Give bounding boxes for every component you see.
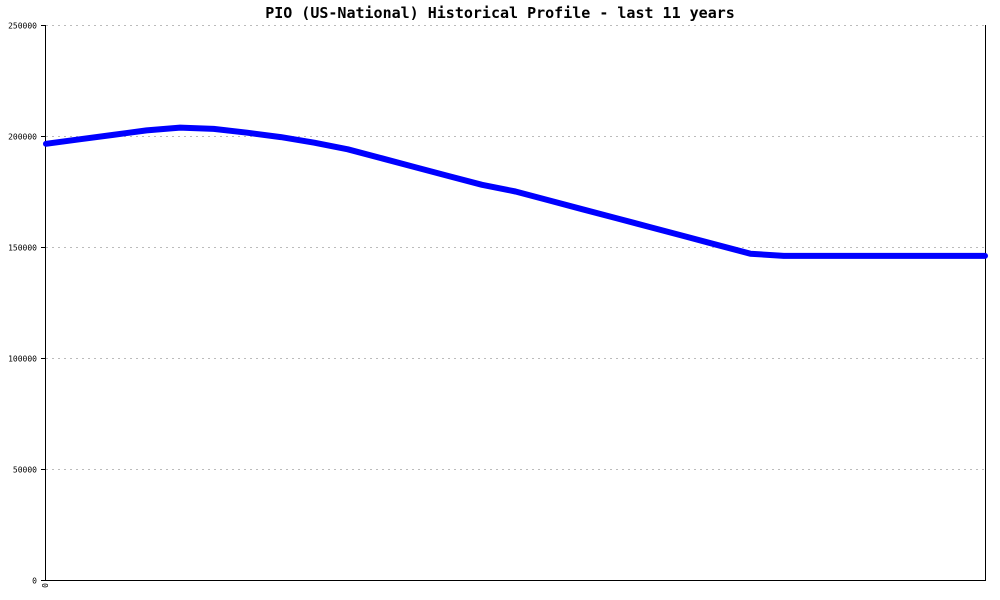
series-group (43, 124, 988, 259)
y-tick-label: 150000 (8, 244, 37, 253)
y-tick-label: 200000 (8, 133, 37, 142)
grid-lines (46, 25, 985, 470)
y-tick-label: 100000 (8, 355, 37, 364)
y-tick-label: 0 (32, 577, 37, 586)
y-axis-ticks: 0 50000 100000 150000 200000 250000 (8, 22, 46, 586)
y-tick-label: 250000 (8, 22, 37, 31)
chart-title: PIO (US-National) Historical Profile - l… (265, 4, 735, 22)
y-tick-label: 50000 (13, 466, 37, 475)
x-tick-label: 0 (41, 583, 50, 588)
series-line (43, 124, 988, 259)
x-axis-ticks: 0 (41, 583, 50, 588)
